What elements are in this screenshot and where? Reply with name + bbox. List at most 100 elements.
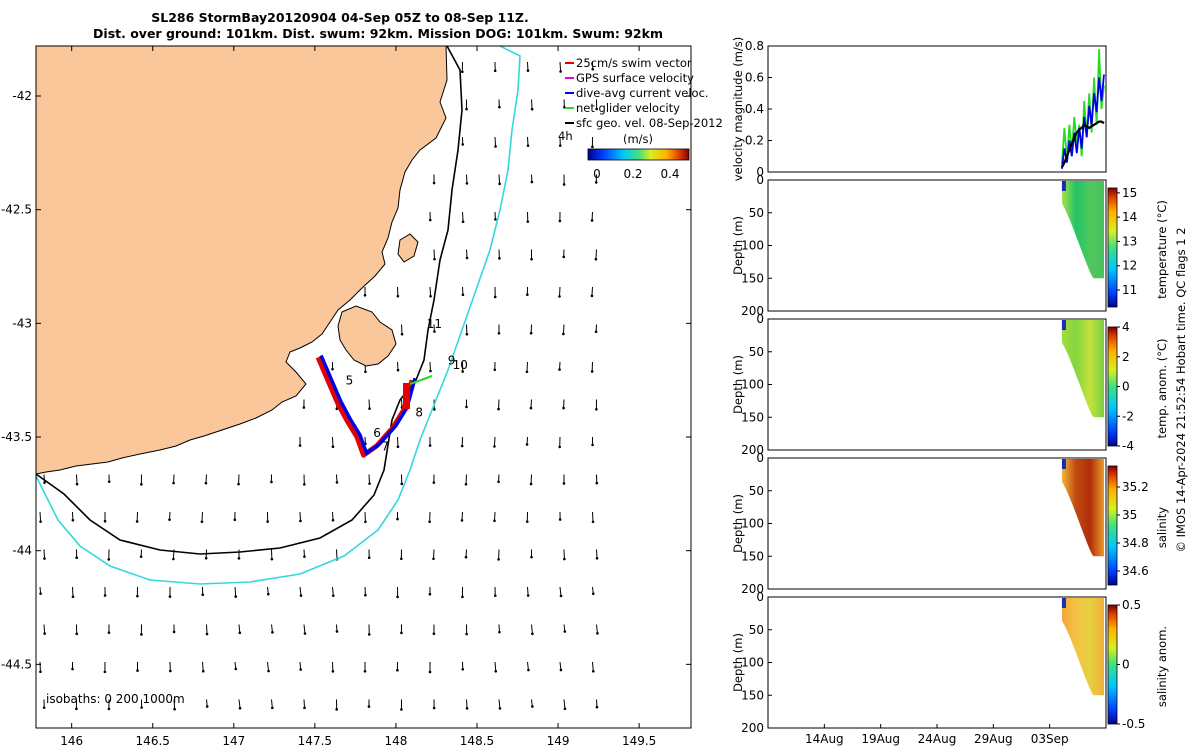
date-tick-label-2: 24Aug [918,732,957,746]
surface-arrow-head-54 [461,370,464,373]
surface-arrow-head-200 [465,707,469,710]
surface-arrow-head-43 [400,332,404,336]
cbar-label-0: temperature (°C) [1155,200,1169,299]
surface-arrow-head-185 [559,668,563,672]
surface-arrow-185 [559,661,562,671]
surface-arrow-head-134 [71,595,75,599]
surface-arrow-head-77 [558,445,561,449]
surface-arrow-head-145 [428,592,432,596]
cbar-tick-label-2-3: 35.2 [1122,480,1149,494]
surface-arrow-head-76 [525,443,529,446]
surface-arrow-head-143 [364,593,367,597]
net-glider-velocity-vector [409,375,433,385]
surface-arrow-17 [498,174,501,184]
surface-arrow-head-167 [563,630,567,633]
surface-arrow-head-87 [303,483,306,486]
section-frame-2 [767,457,1107,590]
surface-arrow-head-86 [270,480,273,484]
depth-tick-label-1-1: 50 [749,345,764,359]
surface-arrow-head-11 [494,145,497,148]
surface-arrow-56 [526,361,528,372]
depth-tick-label-2-3: 150 [741,549,764,563]
surface-arrow-84 [205,474,207,484]
day-label-1: 6 [373,426,381,440]
lon-tick-label-5: 148.5 [460,734,494,748]
surface-arrow-head-38 [493,295,497,299]
depth-tick-label-0-1: 50 [749,206,764,220]
velocity-panel: 0 0.2 0.4 0.6 0.8 velocity magnitude (m/s) [731,37,1107,181]
surface-arrow-head-125 [367,556,371,560]
surface-arrow-head-168 [596,632,599,635]
surface-arrow-head-119 [172,557,175,561]
legend-label-4: sfc geo. vel. 08-Sep-2012 [576,116,723,130]
surface-arrow-head-26 [590,219,594,222]
surface-arrow-head-146 [461,595,464,599]
surface-arrow-head-178 [331,670,335,673]
surface-arrow-head-176 [267,669,270,673]
surface-arrow-head-103 [233,518,237,521]
surface-arrow-head-102 [200,520,204,524]
surface-arrow-head-169 [39,670,42,674]
surface-arrow-191 [173,699,176,710]
surface-arrow-142 [332,586,334,596]
depth-ylabel-1: Depth (m) [731,355,745,414]
surface-arrow-166 [531,624,533,634]
surface-arrow-head-164 [465,632,468,636]
surface-arrow-head-151 [43,632,46,635]
surface-arrow-head-18 [530,180,534,184]
surface-arrow-head-132 [595,556,599,560]
surface-arrow-head-116 [75,556,78,560]
surface-arrow-head-64 [465,405,468,409]
lat-tick-label-3: -43.5 [1,430,32,444]
surface-arrow-head-96 [595,481,599,485]
surface-arrow-75 [493,436,496,447]
section-frame-1 [767,318,1107,451]
cbar-tick-label-2-2: 35 [1122,508,1137,522]
surface-arrow-head-24 [526,220,530,223]
surface-arrow-head-112 [525,520,529,523]
surface-arrow-head-53 [429,369,432,373]
velocity-series-2 [1060,120,1105,168]
section-surface-mark-3 [1061,598,1066,608]
surface-arrow-head-79 [43,481,46,484]
surface-arrow-head-92 [464,482,468,486]
surface-arrow-head-188 [75,707,78,711]
surface-arrow-head-36 [429,294,432,298]
surface-arrow-head-46 [497,331,501,335]
surface-arrow-head-196 [335,708,338,711]
surface-arrow-head-33 [594,257,598,261]
surface-arrow-head-34 [363,294,367,297]
surface-arrow-head-181 [428,670,432,674]
lon-tick-label-7: 149.5 [622,734,656,748]
surface-arrow-11 [494,136,497,147]
surface-arrow-head-152 [75,632,79,636]
cbar-tick-label-1-0: -4 [1122,439,1134,453]
surface-arrow-head-114 [591,520,595,524]
land-peninsula [337,305,397,367]
surface-arrow-head-48 [562,332,565,336]
date-tick-label-1: 19Aug [861,732,900,746]
surface-arrow-head-17 [498,182,501,186]
depth-tick-label-0-3: 150 [741,271,764,285]
surface-arrow-head-123 [303,555,306,558]
surface-arrow-head-198 [400,708,403,711]
map-frame [35,45,692,729]
lat-tick-label-4: -44 [12,544,32,558]
day-label-3: 8 [415,406,423,420]
surface-arrow-head-179 [363,670,367,673]
day-label-0: 5 [346,374,354,388]
surface-arrow-head-111 [493,519,496,523]
lon-tick-label-4: 148 [384,734,407,748]
surface-arrow-40 [558,286,561,297]
colorbar-tick-2: 0.4 [660,167,679,181]
surface-arrow-114 [592,511,594,522]
surface-arrow-head-39 [526,293,529,296]
surface-arrow-66 [530,399,532,409]
surface-arrow-head-136 [136,594,139,598]
surface-arrow-head-20 [594,181,598,184]
map-panel: 5 67 8 910 11 25cm/s swim vector GPS surface… [1,45,723,748]
surface-arrow-head-3 [559,70,562,73]
surface-arrow-head-122 [270,557,274,561]
surface-arrow-193 [238,699,241,709]
cbar-tick-label-0-1: 12 [1122,259,1137,273]
